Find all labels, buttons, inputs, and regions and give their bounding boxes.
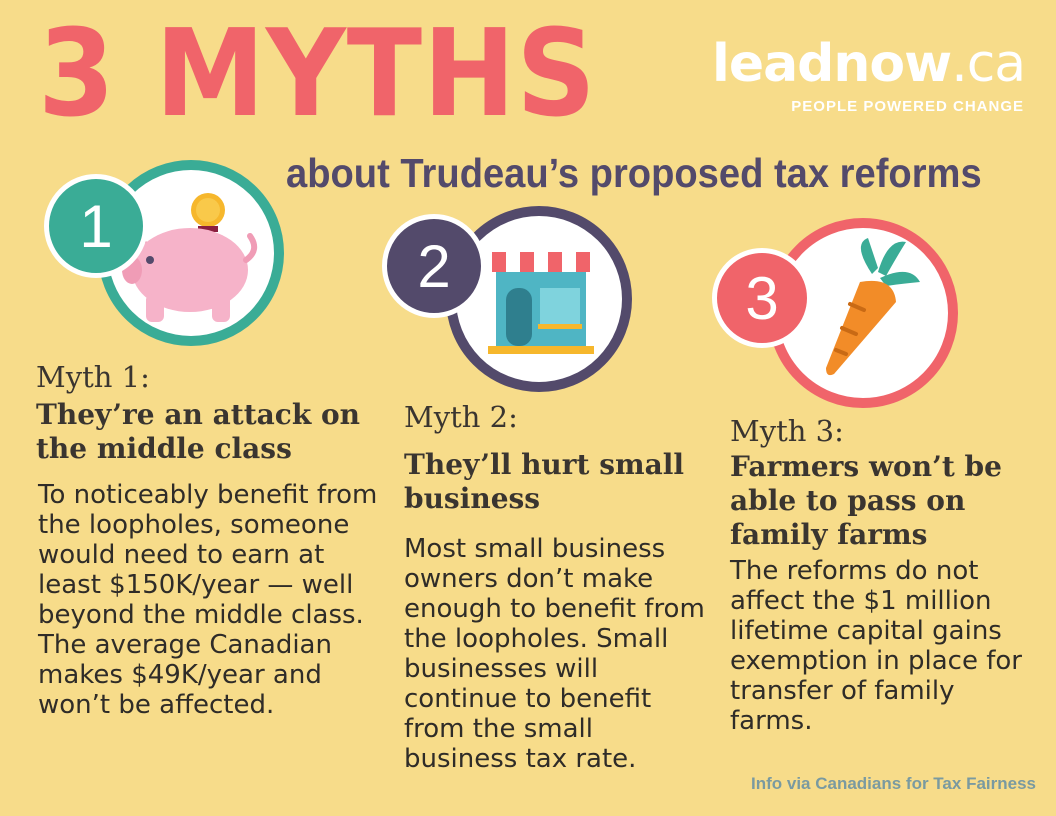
myth-2-body: Most small business owners don’t make en… [404,534,705,774]
logo-suffix: .ca [951,34,1026,94]
page-title: 3 MYTHS [38,5,597,144]
myth-2-label: Myth 2: [404,400,518,434]
myth-2-icon-group: 2 [382,206,642,396]
myth-1-body: To noticeably benefit from the loopholes… [38,480,378,720]
myth-2-number-badge: 2 [382,214,486,318]
logo-word: leadnow [712,34,952,94]
source-credit: Info via Canadians for Tax Fairness [751,774,1036,793]
myth-3-number-badge: 3 [712,248,812,348]
page-subtitle: about Trudeau’s proposed tax reforms [286,150,982,196]
myth-3-heading: Farmers won’t be able to pass on family … [730,450,1002,551]
myth-1-icon-group: 1 [40,160,290,350]
logo-tagline: PEOPLE POWERED CHANGE [791,98,1024,115]
myth-1-label: Myth 1: [36,360,150,394]
myth-2-heading: They’ll hurt small business [404,448,685,515]
myth-1-heading: They’re an attack on the middle class [36,398,360,465]
myth-1-number-badge: 1 [44,174,148,278]
myth-3-label: Myth 3: [730,414,844,448]
storefront-icon [488,252,594,354]
leadnow-logo[interactable]: leadnow.ca PEOPLE POWERED CHANGE [712,36,1032,115]
carrot-icon [826,238,920,376]
myth-3-body: The reforms do not affect the $1 million… [730,556,1022,736]
myth-3-icon-group: 3 [712,218,972,408]
